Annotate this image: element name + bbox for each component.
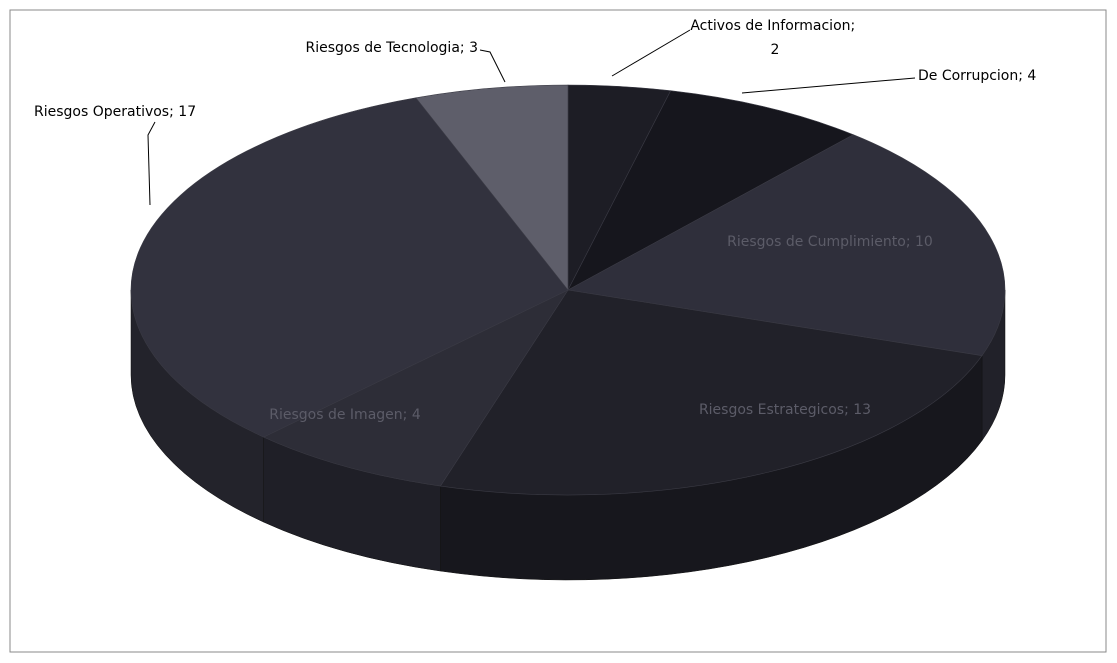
slice xyxy=(130,97,569,438)
label-category: Riesgos de Cumplimiento xyxy=(727,234,906,250)
data-label: Riesgos de Cumplimiento; 10 xyxy=(727,234,933,250)
label-category: Riesgos Operativos xyxy=(34,104,169,120)
label-separator: ; xyxy=(906,234,915,250)
label-separator: ; xyxy=(1018,68,1027,84)
data-label: Riesgos de Tecnologia; 3 xyxy=(306,40,479,56)
label-value: 2 xyxy=(771,42,780,58)
leader-line xyxy=(741,77,916,94)
leader-line xyxy=(611,29,691,77)
label-separator: ; xyxy=(844,402,853,418)
label-value: 4 xyxy=(1027,68,1036,84)
leader-line xyxy=(479,49,506,83)
slice xyxy=(415,84,569,291)
label-separator: ; xyxy=(460,40,469,56)
leader-line xyxy=(147,121,156,206)
label-category: Activos de Informacion xyxy=(690,18,850,34)
label-category: Riesgos Estrategicos xyxy=(699,402,844,418)
label-value: 4 xyxy=(412,407,421,423)
slice xyxy=(567,90,854,291)
label-category: De Corrupcion xyxy=(918,68,1018,84)
label-category: Riesgos de Imagen xyxy=(269,407,402,423)
data-label: Riesgos Operativos; 17 xyxy=(34,104,196,120)
data-label: De Corrupcion; 4 xyxy=(918,68,1036,84)
label-value: 10 xyxy=(915,234,933,250)
data-label: Activos de Informacion; 2 xyxy=(690,18,859,58)
label-value: 13 xyxy=(853,402,871,418)
label-separator: ; xyxy=(169,104,178,120)
slice xyxy=(439,289,983,496)
data-label: Riesgos de Imagen; 4 xyxy=(269,407,421,423)
label-category: Riesgos de Tecnologia xyxy=(306,40,460,56)
label-separator: ; xyxy=(403,407,412,423)
data-label: Riesgos Estrategicos; 13 xyxy=(699,402,871,418)
label-value: 17 xyxy=(178,104,196,120)
label-value: 3 xyxy=(469,40,478,56)
slice xyxy=(262,289,569,487)
slice xyxy=(567,134,1006,356)
label-separator: ; xyxy=(851,18,860,34)
